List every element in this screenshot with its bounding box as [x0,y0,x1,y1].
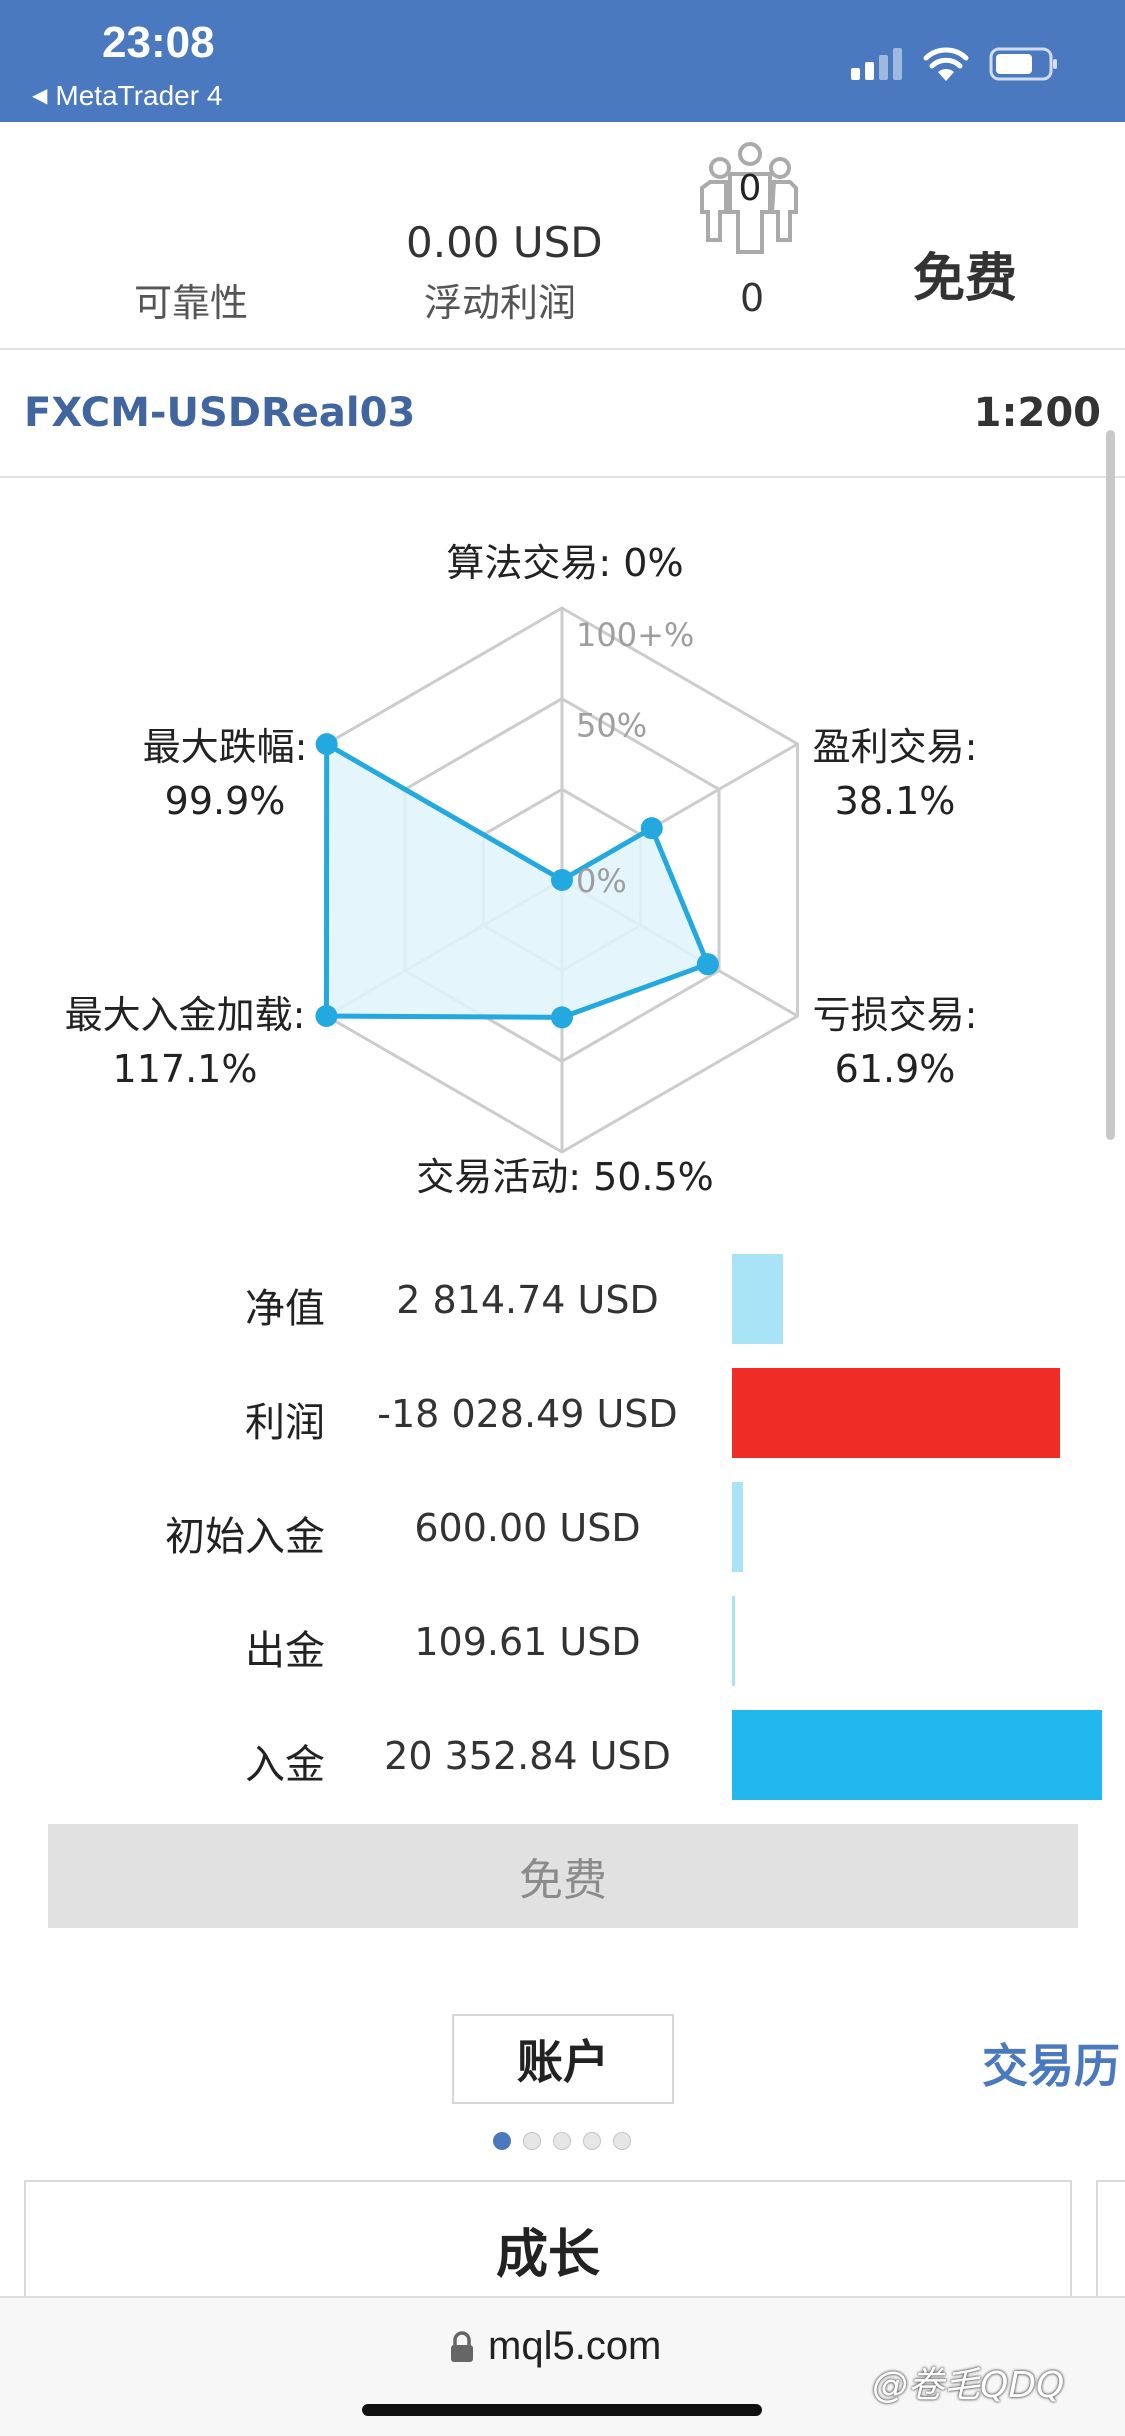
page-dot-5[interactable] [613,2132,631,2150]
back-app-label: MetaTrader 4 [55,80,223,111]
wifi-icon [923,47,969,81]
radar-data-point [696,953,719,976]
balance-label: 初始入金 [165,1514,325,1560]
tab-trade-history[interactable]: 交易历 [982,2039,1120,2093]
axis-label-profit-name: 盈利交易: [812,725,978,769]
status-bar: 23:08 ◀ MetaTrader 4 [0,0,1125,122]
balance-value: 109.61 USD [414,1620,641,1664]
account-server-row: FXCM-USDReal03 1:200 [0,352,1125,478]
url-text: mql5.com [488,2324,662,2368]
next-card-edge [1096,2180,1125,2300]
balance-bar [732,1710,1102,1800]
battery-icon [989,47,1057,81]
balance-row-deposit: 入金 20 352.84 USD [0,1710,1125,1800]
page-indicator [493,2132,631,2150]
axis-label-loss-name: 亏损交易: [812,993,978,1037]
radar-series-polygon [323,741,711,1020]
back-arrow-icon: ◀ [32,85,48,107]
radar-ring-label: 100+% [576,616,694,654]
status-time: 23:08 [102,18,215,67]
browser-bottom-bar: mql5.com @卷毛QDQ [0,2296,1125,2436]
status-icons [851,44,1059,84]
radar-data-point [315,733,338,756]
growth-card-title: 成长 [495,2225,600,2285]
tab-account[interactable]: 账户 [452,2014,674,2104]
subscribers-count: 0 [740,276,765,320]
axis-label-deposit-load-value: 117.1% [112,1047,258,1091]
page-dot-1[interactable] [493,2132,511,2150]
axis-label-activity: 交易活动: 50.5% [385,1150,745,1204]
radar-svg: 100+% 50% 0% [315,606,800,1154]
radar-data-point [315,1005,338,1027]
signal-header: 可靠性 0.00 USD 浮动利润 0 免费 [0,122,1125,350]
page-dot-4[interactable] [583,2132,601,2150]
balance-bar [732,1482,743,1572]
radar-data-point [640,817,663,840]
axis-label-profit-value: 38.1% [834,779,956,823]
balance-row-profit: 利润 -18 028.49 USD [0,1368,1125,1458]
axis-label-algo: 算法交易: 0% [400,536,730,590]
page-dot-2[interactable] [523,2132,541,2150]
axis-label-drawdown: 最大跌幅: 99.9% [110,720,340,828]
axis-label-algo-text: 算法交易: 0% [446,541,684,585]
balance-label: 出金 [245,1628,325,1674]
axis-label-activity-text: 交易活动: 50.5% [416,1155,714,1199]
floating-profit-value: 0.00 USD [406,218,603,267]
radar-chart: 100+% 50% 0% 算法交易: 0% 盈利交易: 38.1% 亏损交易: 61… [0,478,1125,1238]
balance-value: 20 352.84 USD [384,1734,671,1778]
balance-row-initial-deposit: 初始入金 600.00 USD [0,1482,1125,1572]
axis-label-deposit-load-name: 最大入金加载: [64,993,306,1037]
server-name: FXCM-USDReal03 [24,390,416,436]
lock-icon [451,2330,473,2362]
balance-label: 利润 [245,1400,325,1446]
balance-value: -18 028.49 USD [377,1392,678,1436]
axis-label-loss-value: 61.9% [834,1047,956,1091]
radar-ring-label: 50% [576,707,647,745]
balance-value: 600.00 USD [414,1506,641,1550]
balance-label: 净值 [245,1286,325,1332]
subscribe-free-button[interactable]: 免费 [48,1824,1078,1928]
balance-row-equity: 净值 2 814.74 USD [0,1254,1125,1344]
balance-value: 2 814.74 USD [396,1278,659,1322]
back-to-app-link[interactable]: ◀ MetaTrader 4 [32,80,222,112]
page-dot-3[interactable] [553,2132,571,2150]
axis-label-profit: 盈利交易: 38.1% [790,720,1000,828]
axis-label-drawdown-name: 最大跌幅: [142,725,308,769]
balance-bar [732,1368,1060,1458]
subscribers-icon-count: 0 [738,168,762,209]
radar-ring-label: 0% [576,862,627,900]
axis-label-loss: 亏损交易: 61.9% [790,988,1000,1096]
watermark: @卷毛QDQ [872,2365,1065,2406]
balance-label: 入金 [245,1742,325,1788]
scrollbar[interactable] [1106,430,1115,1140]
balance-bar [732,1596,735,1686]
signal-icon [851,48,902,80]
reliability-label: 可靠性 [134,281,249,325]
price-label: 免费 [913,249,1018,309]
radar-data-point [551,869,573,891]
floating-profit-label: 浮动利润 [424,281,577,325]
home-indicator[interactable] [362,2404,762,2416]
balance-bar [732,1254,783,1344]
leverage: 1:200 [973,390,1101,436]
axis-label-drawdown-value: 99.9% [164,779,286,823]
address-bar[interactable]: mql5.com [450,2324,661,2369]
radar-data-point [551,1006,573,1029]
subscribers-icon [700,142,798,254]
growth-card: 成长 [24,2180,1072,2300]
balance-row-withdrawal: 出金 109.61 USD [0,1596,1125,1686]
axis-label-deposit-load: 最大入金加载: 117.1% [30,988,340,1096]
